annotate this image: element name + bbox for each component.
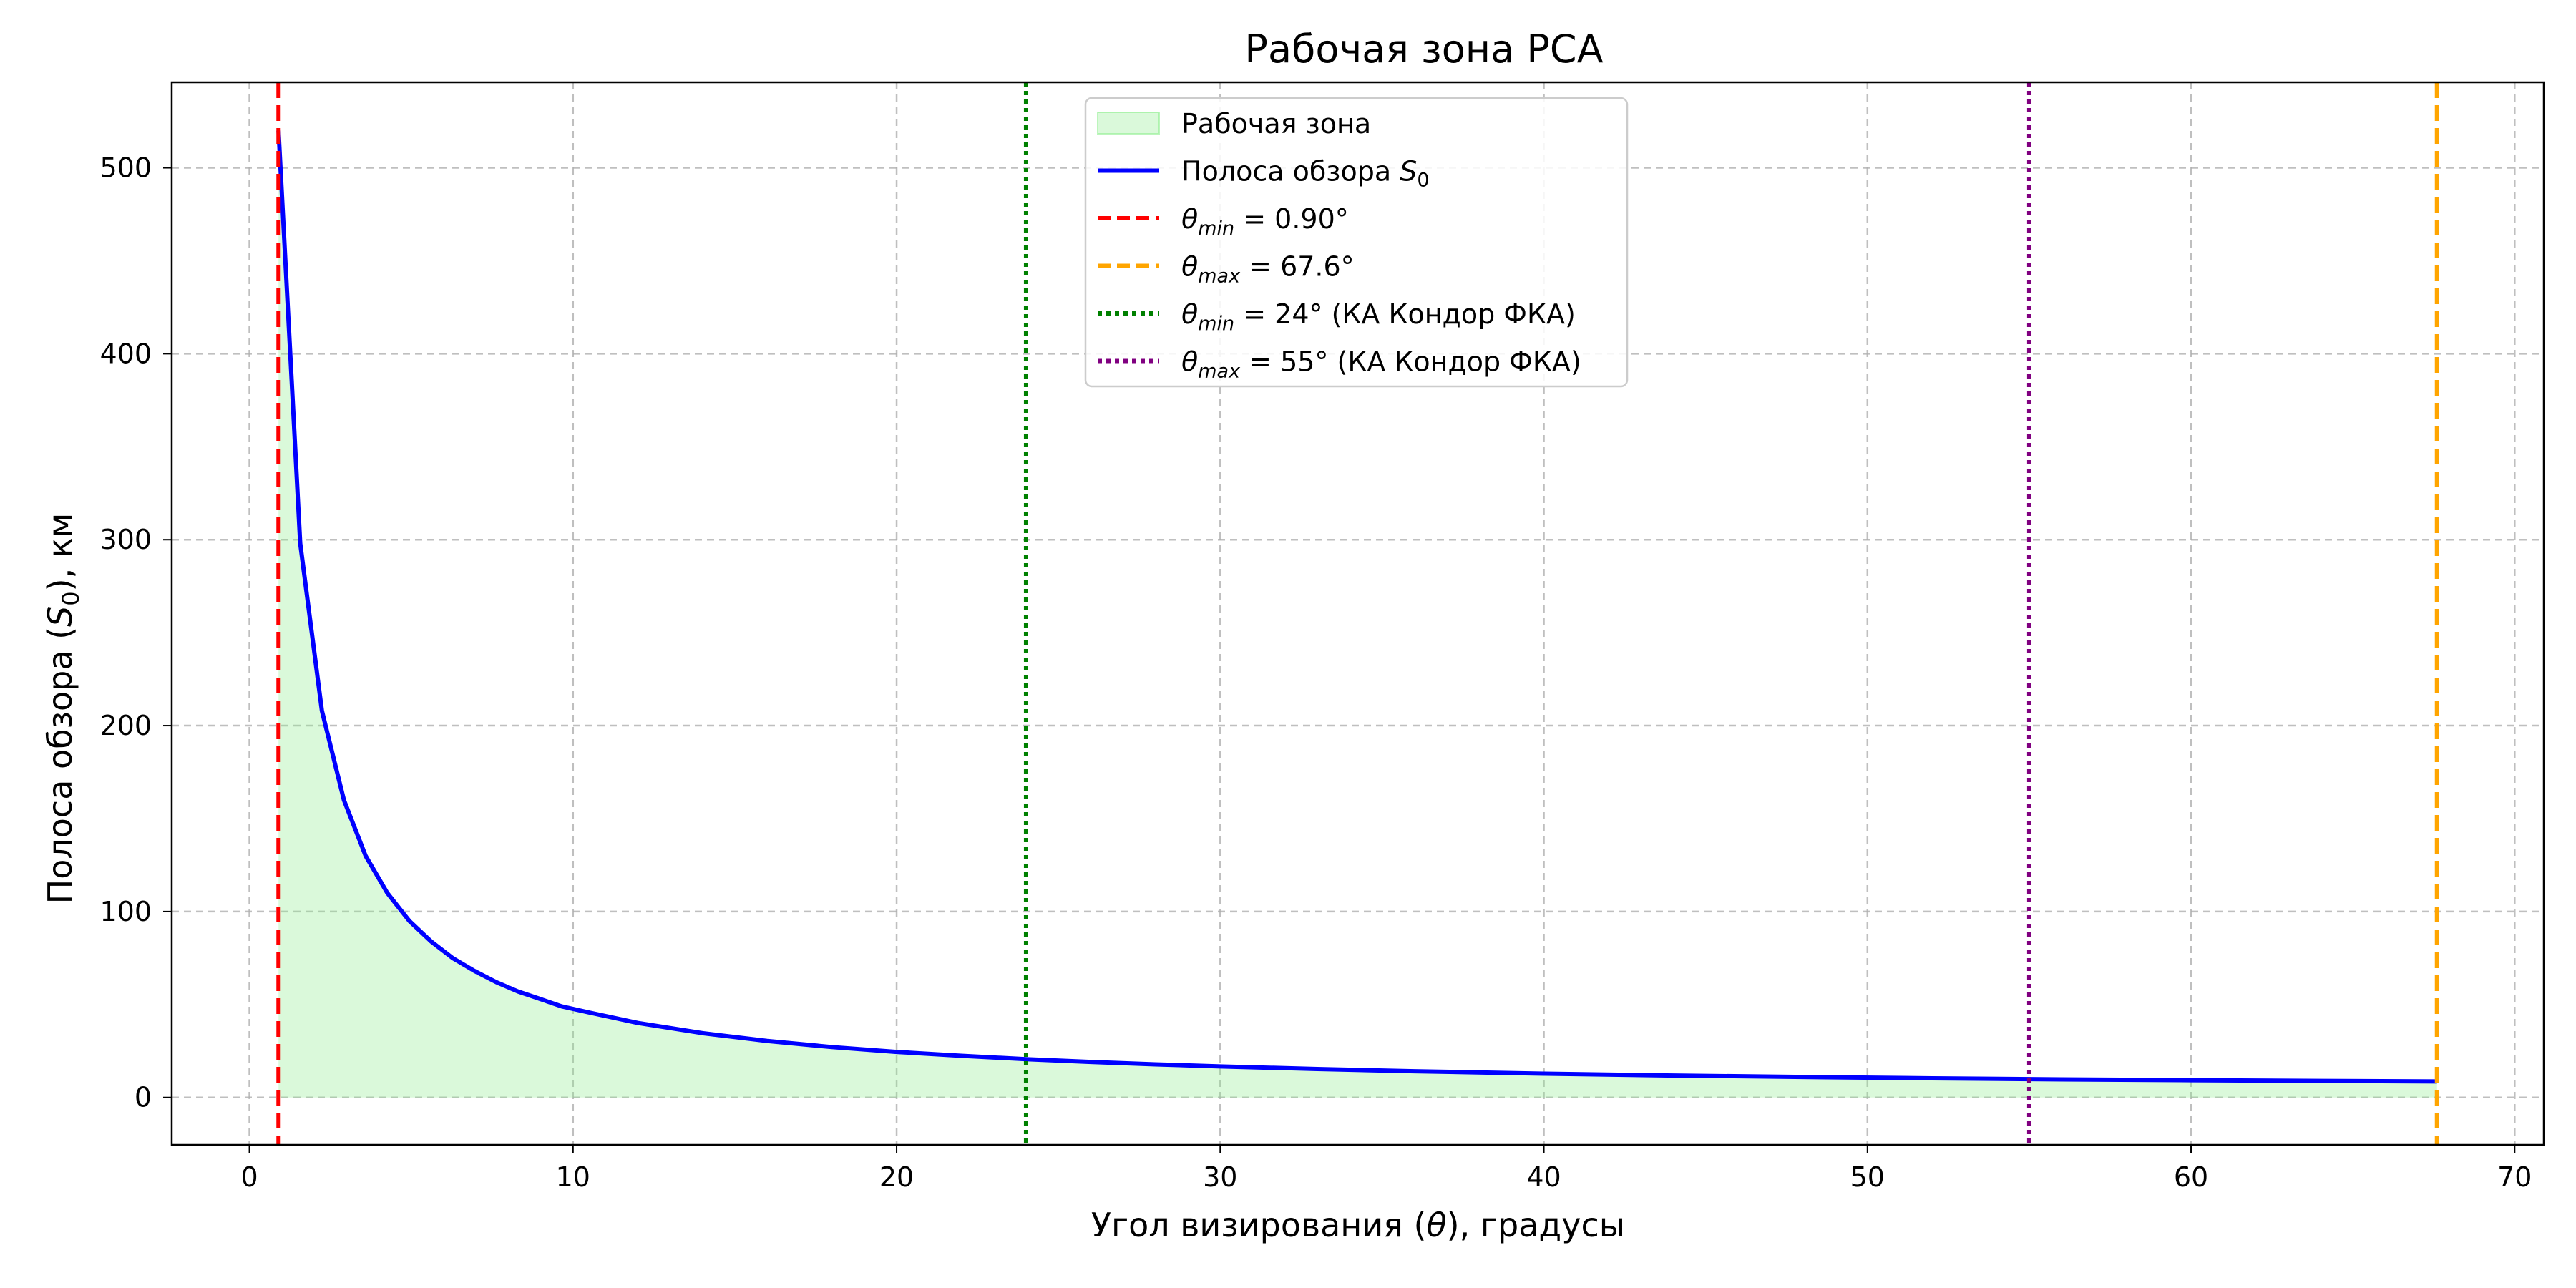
x-tick-label: 30 [1203, 1161, 1237, 1193]
swath-point [452, 957, 454, 959]
swath-point [561, 1005, 562, 1007]
swath-point [1414, 1070, 1415, 1072]
swath-point [343, 799, 345, 801]
legend-box [1084, 97, 1629, 388]
legend: Рабочая зона Полоса обзора S0 θmin = 0.90°… [1084, 97, 1629, 388]
swath-point [2320, 1080, 2321, 1082]
swath-point [1672, 1075, 1674, 1076]
swath-point [1155, 1063, 1156, 1065]
working-zone-fill [278, 130, 2437, 1098]
swath-point [300, 542, 301, 544]
swath-point [474, 970, 475, 972]
legend-label-vline-1: θmax = 67.6° [1181, 251, 1355, 288]
y-tick-label: 300 [99, 524, 152, 555]
legend-label-swath: Полоса обзора S0 [1181, 156, 1430, 192]
y-tick-label: 100 [99, 896, 152, 927]
y-tick-label: 500 [99, 152, 152, 184]
x-axis-label: Угол визирования (θ), градусы [1091, 1206, 1625, 1244]
x-tick-label: 60 [2174, 1161, 2208, 1193]
y-tick-label: 0 [135, 1082, 152, 1113]
plot-area: 0 10 20 30 40 50 60 70 0 100 200 300 400 500 [99, 82, 2544, 1193]
x-tick-label: 50 [1850, 1161, 1885, 1193]
legend-label-working-zone: Рабочая зона [1181, 108, 1371, 140]
legend-label-vline-3: θmax = 55° (КА Кондор ФКА) [1181, 346, 1581, 383]
swath-point [1802, 1076, 1803, 1078]
y-tick-label: 200 [99, 710, 152, 741]
swath-point [1025, 1058, 1027, 1060]
x-tick-label: 20 [879, 1161, 914, 1193]
swath-point [766, 1040, 768, 1042]
y-tick-label: 400 [99, 338, 152, 369]
swath-point [588, 1012, 590, 1013]
axes-frame [170, 81, 2545, 1146]
x-tick-label: 70 [2497, 1161, 2532, 1193]
swath-point [517, 991, 519, 992]
swath-point [831, 1046, 833, 1048]
swath-point [365, 855, 366, 857]
legend-fill-swatch [1097, 112, 1160, 135]
legend-label-vline-0: θmin = 0.90° [1181, 203, 1349, 240]
x-tick-label: 40 [1526, 1161, 1561, 1193]
swath-point [1543, 1073, 1545, 1074]
legend-label-vline-2: θmin = 24° (КА Кондор ФКА) [1181, 298, 1576, 335]
x-tick-label: 10 [556, 1161, 590, 1193]
swath-point [386, 892, 388, 894]
swath-point [1219, 1065, 1221, 1067]
swath-point [960, 1055, 962, 1057]
chart-title: Рабочая зона РСА [1244, 26, 1603, 72]
x-tick-label: 0 [240, 1161, 258, 1193]
y-axis-label: Полоса обзора (S0), км [41, 513, 84, 904]
